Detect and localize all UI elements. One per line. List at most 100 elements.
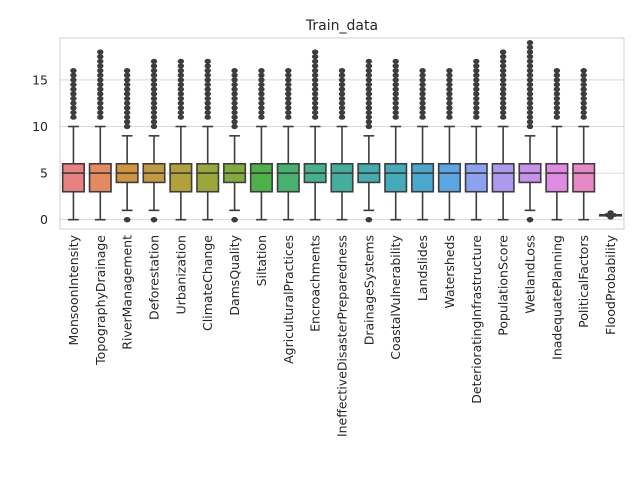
flier-point [231, 95, 238, 102]
flier-point [204, 81, 211, 88]
flier-point [526, 58, 534, 64]
flier-point [123, 95, 131, 102]
flier-point [338, 114, 346, 120]
flier-point [97, 54, 104, 60]
flier-point [419, 109, 426, 116]
flier-point [150, 123, 158, 130]
flier-point [258, 72, 265, 78]
flier-point [338, 86, 346, 92]
flier-point [258, 114, 265, 120]
flier-point [204, 63, 211, 69]
flier-point [258, 68, 265, 74]
flier-point [553, 114, 561, 120]
flier-point [526, 95, 534, 102]
box-urbanization [169, 58, 193, 221]
flier-point [392, 58, 399, 64]
x-tick-label: DeterioratingInfrastructure [469, 235, 484, 404]
flier-point [311, 63, 319, 69]
flier-point [123, 81, 131, 88]
flier-point [419, 77, 426, 83]
flier-point [70, 109, 77, 116]
flier-point [311, 86, 319, 92]
fliers [607, 210, 614, 220]
flier-point [580, 109, 587, 116]
box-deterioratinginfrastructure [464, 58, 488, 221]
flier-point [526, 49, 534, 55]
flier-point [526, 68, 534, 74]
box-iqr [330, 162, 354, 193]
box-ineffectivedisasterpreparedness [330, 68, 354, 221]
flier-point [580, 72, 587, 78]
flier-point [365, 81, 373, 88]
flier-point [499, 49, 507, 55]
flier-point [177, 86, 185, 92]
fliers [392, 58, 399, 120]
box-monsoonintensity [61, 68, 85, 221]
flier-point [204, 105, 211, 111]
flier-point [499, 54, 507, 60]
flier-point [446, 68, 453, 74]
flier-point [392, 86, 399, 92]
flier-point [446, 109, 453, 116]
flier-point [70, 100, 77, 106]
flier-point [258, 95, 265, 102]
plot-frame [59, 37, 625, 230]
flier-point [526, 119, 534, 125]
flier-point [338, 91, 346, 97]
box-layer [61, 40, 623, 223]
flier-point [311, 72, 319, 78]
x-tick-label: Urbanization [173, 235, 188, 314]
flier-point [311, 105, 319, 111]
flier-point [526, 63, 534, 69]
flier-point [473, 63, 480, 69]
flier-point [419, 68, 426, 74]
flier-point [526, 40, 534, 46]
flier-point [123, 86, 131, 92]
flier-point [177, 68, 185, 74]
flier-point [526, 86, 534, 92]
flier-point [446, 77, 453, 83]
flier-point [204, 109, 211, 116]
flier-point [365, 68, 373, 74]
flier-point [526, 114, 534, 120]
flier-point [258, 81, 265, 88]
flier-point [97, 91, 104, 97]
flier-point [231, 91, 238, 97]
flier-point [365, 72, 373, 78]
flier-point [553, 95, 561, 102]
box-landslides [411, 68, 435, 221]
box-floodprobability [599, 210, 623, 220]
flier-point [392, 105, 399, 111]
box-iqr [545, 162, 569, 193]
fliers [526, 40, 534, 223]
flier-point [150, 109, 158, 116]
flier-point [231, 100, 238, 106]
flier-point [446, 95, 453, 102]
flier-point [123, 77, 131, 83]
flier-point [365, 95, 373, 102]
flier-point [204, 77, 211, 83]
flier-point [150, 86, 158, 92]
flier-point [285, 114, 292, 120]
flier-point [499, 58, 507, 64]
flier-point [499, 95, 507, 102]
flier-point [473, 114, 480, 120]
flier-point [526, 72, 534, 78]
box-topographydrainage [88, 49, 112, 221]
box-iqr [572, 162, 596, 193]
box-iqr [169, 162, 193, 193]
flier-point [419, 81, 426, 88]
fliers [419, 68, 426, 120]
fliers [580, 68, 587, 120]
flier-point [97, 81, 104, 88]
flier-point [150, 63, 158, 69]
x-tick-label: RiverManagement [120, 235, 135, 350]
flier-point [177, 105, 185, 111]
box-damsquality [223, 68, 247, 223]
flier-point [526, 217, 534, 223]
flier-point [392, 114, 399, 120]
x-tick-label: DamsQuality [227, 234, 242, 315]
fliers [204, 58, 211, 120]
x-tick-label: ClimateChange [200, 235, 215, 331]
